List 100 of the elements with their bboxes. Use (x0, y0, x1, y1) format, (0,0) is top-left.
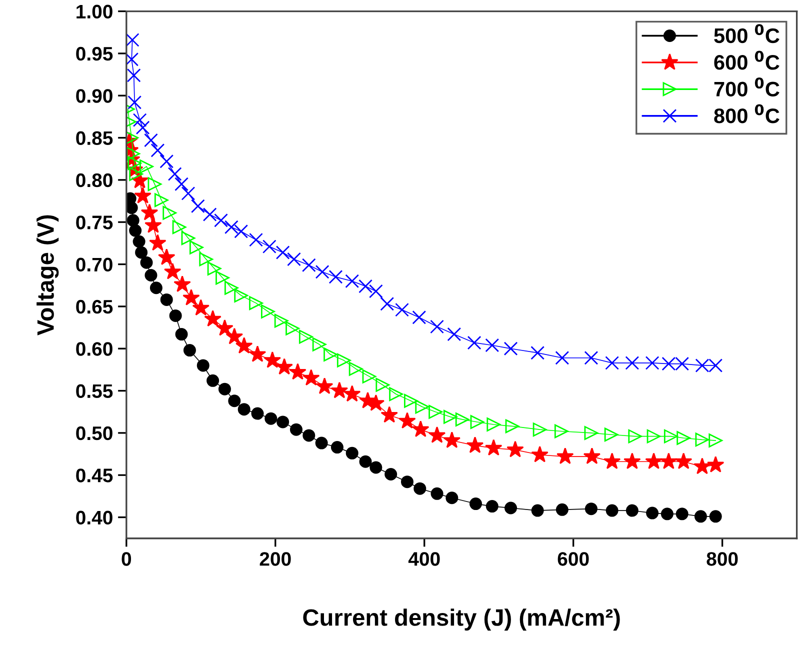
point (694, 510, 707, 523)
point (708, 434, 723, 448)
point (160, 293, 173, 306)
point (428, 426, 446, 443)
point (370, 461, 382, 474)
point (144, 268, 158, 282)
point (554, 424, 568, 438)
point (676, 431, 691, 445)
point (302, 258, 316, 272)
point (181, 231, 196, 246)
point (380, 406, 398, 423)
point (172, 220, 186, 234)
point (470, 415, 484, 429)
y-tick-label: 0.45 (76, 468, 113, 482)
point (346, 446, 358, 460)
point (148, 177, 162, 192)
point (430, 487, 444, 500)
point (204, 310, 222, 327)
point (447, 327, 462, 342)
point (312, 337, 326, 352)
point (202, 208, 217, 222)
point (315, 436, 328, 450)
point (380, 296, 394, 311)
point (249, 296, 263, 310)
point (224, 220, 238, 234)
point (324, 348, 338, 362)
point (584, 502, 598, 516)
point (446, 492, 458, 504)
point (181, 186, 196, 200)
point (192, 299, 210, 316)
point (134, 186, 152, 204)
point (605, 356, 620, 370)
point (584, 426, 598, 440)
point (328, 270, 343, 284)
point (128, 156, 142, 170)
x-tick-label: 400 (408, 552, 440, 566)
point (135, 246, 148, 259)
y-tick-label: 0.55 (76, 384, 113, 398)
point (389, 387, 403, 402)
point (443, 410, 458, 424)
x-axis-title: Current density (J) (mA/cm²) (303, 608, 620, 631)
point (132, 235, 146, 248)
point (182, 288, 200, 306)
point (264, 351, 282, 368)
y-tick-label: 0.80 (76, 173, 112, 188)
point (251, 407, 264, 420)
point (224, 280, 238, 295)
point (248, 345, 266, 362)
point (660, 452, 678, 470)
point (430, 320, 444, 334)
point (126, 146, 140, 161)
point (345, 274, 360, 288)
point (674, 452, 692, 470)
point (556, 448, 574, 464)
point (199, 252, 214, 266)
point (486, 418, 501, 432)
y-tick-label: 0.75 (76, 216, 113, 230)
point (485, 439, 502, 456)
point (359, 455, 372, 468)
x-tick-label: 800 (706, 552, 738, 566)
point (302, 429, 316, 442)
point (169, 309, 182, 322)
point (531, 446, 548, 462)
point (136, 120, 150, 135)
point (348, 362, 363, 376)
point (287, 252, 301, 266)
point (302, 369, 320, 386)
legend-label: 700 $^{0}$C (714, 78, 780, 97)
point (315, 264, 330, 279)
legend-label: 800 $^{0}$C (714, 104, 780, 124)
point (235, 337, 253, 354)
point (604, 428, 618, 442)
point (676, 508, 688, 520)
point (140, 256, 153, 269)
y-tick-label: 1.00 (76, 4, 112, 19)
point (336, 353, 351, 368)
point (264, 412, 278, 425)
point (129, 167, 144, 181)
point (276, 358, 293, 375)
point (343, 385, 361, 402)
point (709, 510, 722, 523)
point (262, 240, 276, 254)
point (504, 342, 518, 356)
point (126, 33, 140, 47)
point (628, 429, 642, 444)
point (606, 504, 618, 517)
point (129, 224, 142, 237)
point (398, 412, 416, 429)
point (274, 314, 288, 328)
point (126, 52, 139, 66)
point (150, 143, 165, 158)
point (150, 282, 162, 294)
point (583, 448, 601, 464)
point (555, 350, 570, 365)
point (162, 206, 177, 220)
point (226, 328, 244, 344)
point (404, 394, 418, 408)
point (160, 154, 174, 168)
point (149, 234, 166, 251)
point (455, 412, 470, 426)
